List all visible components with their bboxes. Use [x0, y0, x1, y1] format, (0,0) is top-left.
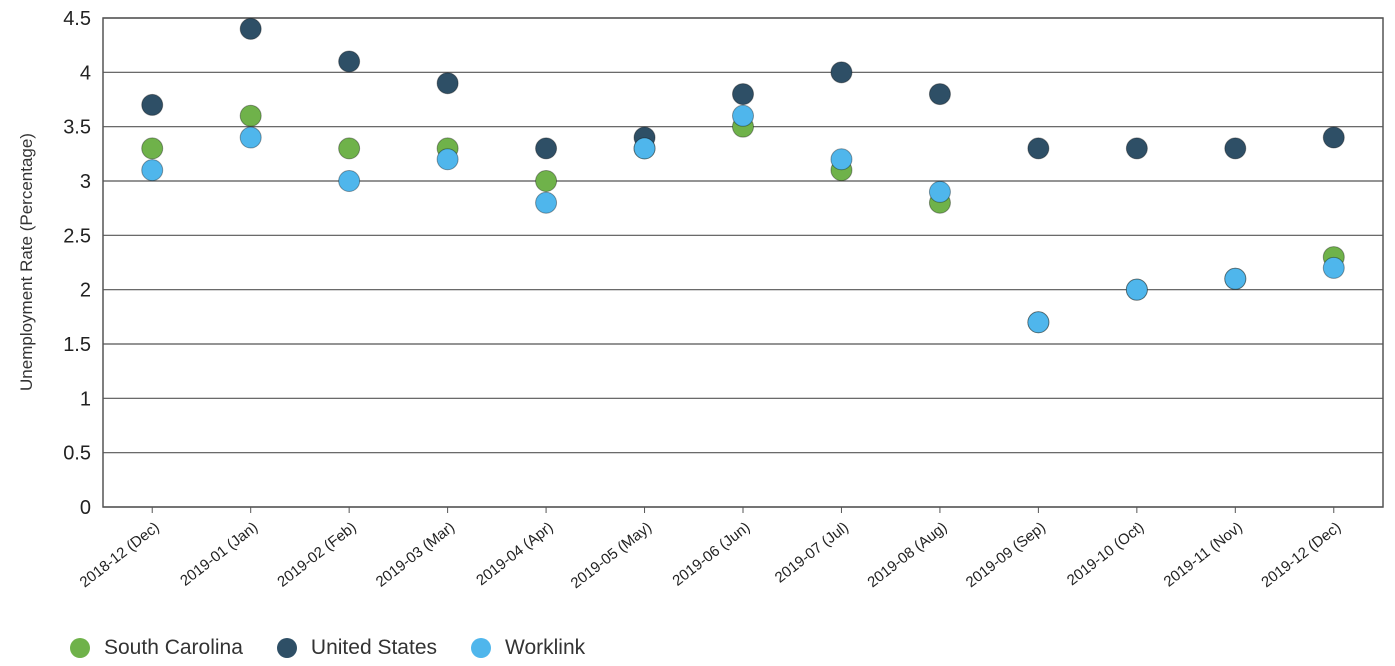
y-tick-label: 2.5	[63, 225, 91, 247]
point-united-states[interactable]	[436, 72, 459, 95]
y-axis-ticks: 0 0.5 1 1.5 2 2.5 3 3.5 4 4.5	[63, 8, 91, 519]
y-tick-label: 4	[80, 62, 91, 84]
legend-label-united-states: United States	[310, 636, 437, 659]
x-tick-label: 2019-08 (Aug)	[864, 519, 950, 591]
legend-label-worklink: Worklink	[505, 636, 586, 659]
x-tick-label: 2019-11 (Nov)	[1161, 519, 1246, 591]
point-worklink[interactable]	[1224, 267, 1247, 290]
point-united-states[interactable]	[830, 61, 853, 84]
point-united-states[interactable]	[928, 83, 951, 106]
legend-label-south-carolina: South Carolina	[104, 636, 243, 659]
point-united-states[interactable]	[141, 93, 164, 116]
point-worklink[interactable]	[1125, 278, 1148, 301]
y-tick-label: 3	[80, 171, 91, 193]
point-south-carolina[interactable]	[338, 137, 361, 160]
point-united-states[interactable]	[1027, 137, 1050, 160]
point-united-states[interactable]	[338, 50, 361, 73]
legend-marker-worklink	[471, 638, 491, 658]
legend-marker-south-carolina	[70, 638, 90, 658]
point-worklink[interactable]	[141, 159, 164, 182]
point-united-states[interactable]	[1224, 137, 1247, 160]
x-tick-label: 2019-07 (Jul)	[772, 519, 852, 587]
y-tick-label: 3.5	[63, 117, 91, 139]
point-united-states[interactable]	[1125, 137, 1148, 160]
point-worklink[interactable]	[338, 170, 361, 192]
legend-item-united-states[interactable]: United States	[276, 636, 437, 660]
y-tick-label: 0.5	[63, 443, 91, 465]
y-tick-label: 0	[80, 497, 91, 519]
point-worklink[interactable]	[732, 104, 754, 127]
point-worklink[interactable]	[535, 191, 558, 214]
x-tick-label: 2019-12 (Dec)	[1258, 519, 1344, 591]
point-worklink[interactable]	[436, 148, 459, 171]
x-axis-ticks: 2018-12 (Dec) 2019-01 (Jan) 2019-02 (Feb) 2…	[77, 507, 1344, 592]
point-worklink[interactable]	[830, 148, 853, 171]
x-tick-label: 2018-12 (Dec)	[77, 519, 163, 591]
legend-item-worklink[interactable]: Worklink	[471, 636, 585, 660]
point-united-states[interactable]	[535, 137, 558, 160]
y-tick-label: 4.5	[63, 8, 91, 30]
point-worklink[interactable]	[1322, 256, 1345, 279]
x-tick-label: 2019-03 (Mar)	[373, 519, 458, 591]
x-tick-label: 2019-02 (Feb)	[274, 519, 359, 591]
x-tick-label: 2019-04 (Apr)	[473, 519, 556, 589]
legend-item-south-carolina[interactable]: South Carolina	[70, 636, 243, 660]
point-worklink[interactable]	[633, 137, 656, 160]
y-axis-label: Unemployment Rate (Percentage)	[17, 133, 36, 391]
x-tick-label: 2019-09 (Sep)	[963, 519, 1049, 591]
point-south-carolina[interactable]	[141, 137, 164, 160]
point-south-carolina[interactable]	[535, 170, 558, 192]
y-axis-label-wrap: Unemployment Rate (Percentage)	[17, 133, 36, 391]
legend: South Carolina United States Worklink	[70, 634, 619, 662]
y-tick-label: 2	[80, 280, 91, 302]
point-united-states[interactable]	[239, 17, 262, 40]
point-united-states[interactable]	[1322, 126, 1345, 149]
y-tick-label: 1	[80, 388, 91, 410]
data-points	[141, 17, 1345, 334]
point-south-carolina[interactable]	[239, 104, 262, 127]
x-tick-label: 2019-10 (Oct)	[1064, 519, 1147, 589]
x-tick-label: 2019-05 (May)	[568, 519, 655, 592]
point-worklink[interactable]	[928, 180, 951, 203]
point-worklink[interactable]	[239, 126, 262, 149]
legend-marker-united-states	[276, 638, 297, 658]
x-tick-label: 2019-01 (Jan)	[177, 519, 261, 590]
point-worklink[interactable]	[1027, 311, 1050, 334]
point-united-states[interactable]	[732, 83, 754, 106]
y-tick-label: 1.5	[63, 334, 91, 356]
x-tick-label: 2019-06 (Jun)	[669, 519, 753, 590]
